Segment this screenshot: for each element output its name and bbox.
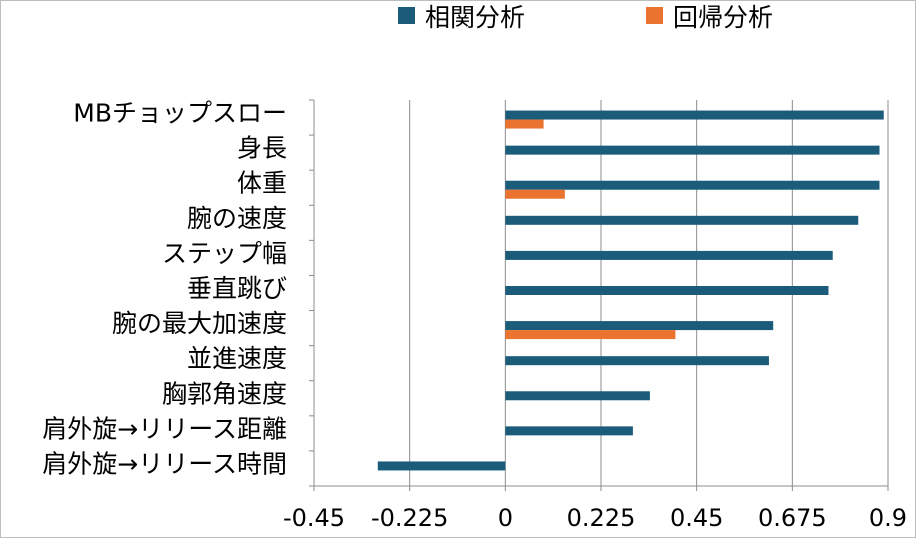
category-label: 垂直跳び	[187, 274, 287, 303]
category-label: 身長	[237, 134, 287, 163]
x-tick-label: 0.45	[670, 504, 723, 532]
bar-correlation	[505, 215, 859, 225]
category-label: 肩外旋→リリース時間	[42, 449, 287, 478]
axes	[309, 99, 889, 491]
category-label: 肩外旋→リリース距離	[42, 414, 287, 443]
category-label: 体重	[237, 169, 287, 198]
legend-label: 相関分析	[425, 3, 525, 32]
tick-labels: -0.45 -0.225 0 0.225 0.45 0.675 0.9	[283, 504, 907, 532]
bar-regression	[505, 330, 676, 340]
category-label: ステップ幅	[162, 239, 287, 268]
legend-swatch	[646, 7, 663, 24]
bar-correlation	[505, 110, 884, 120]
bar-correlation	[505, 391, 650, 401]
x-tick-label: 0	[498, 504, 513, 532]
bar-correlation	[505, 356, 769, 366]
bar-correlation	[505, 321, 774, 331]
x-tick-label: -0.45	[283, 504, 345, 532]
bar-correlation	[505, 145, 880, 155]
bar-regression	[505, 119, 544, 129]
category-label: MBチョップスロー	[73, 99, 287, 128]
bar-correlation	[505, 180, 880, 190]
bars	[377, 110, 884, 471]
legend-label: 回帰分析	[673, 3, 773, 32]
category-label: 腕の速度	[187, 204, 287, 233]
bar-regression	[505, 189, 565, 199]
legend: 相関分析 回帰分析	[398, 3, 773, 32]
x-tick-label: -0.225	[371, 504, 448, 532]
bar-correlation	[377, 461, 506, 471]
category-labels: MBチョップスロー身長体重腕の速度ステップ幅垂直跳び腕の最大加速度並進速度胸郭角…	[42, 99, 287, 479]
bar-correlation	[505, 286, 829, 295]
category-label: 並進速度	[187, 344, 287, 373]
x-tick-label: 0.675	[758, 504, 827, 532]
bar-correlation	[505, 426, 633, 436]
x-tick-label: 0.9	[869, 504, 907, 532]
category-label: 胸郭角速度	[162, 379, 287, 408]
bar-correlation	[505, 250, 833, 260]
category-label: 腕の最大加速度	[112, 309, 287, 338]
x-tick-label: 0.225	[567, 504, 636, 532]
legend-swatch	[398, 7, 415, 24]
